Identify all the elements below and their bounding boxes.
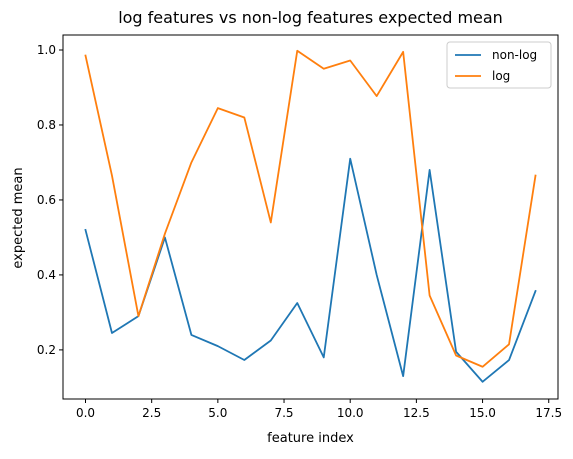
x-tick-label: 7.5 bbox=[274, 406, 293, 420]
x-tick-label: 12.5 bbox=[403, 406, 430, 420]
x-tick-label: 15.0 bbox=[469, 406, 496, 420]
y-tick-label: 0.8 bbox=[37, 118, 56, 132]
legend-label-log: log bbox=[492, 69, 510, 83]
series-line-log bbox=[84, 49, 537, 368]
plot-frame bbox=[62, 34, 559, 400]
x-axis-label: feature index bbox=[267, 431, 354, 446]
x-tick-label: 10.0 bbox=[337, 406, 364, 420]
x-tick-label: 0.0 bbox=[76, 406, 95, 420]
chart-title: log features vs non-log features expecte… bbox=[118, 8, 503, 27]
x-tick-label: 2.5 bbox=[142, 406, 161, 420]
y-tick-label: 0.6 bbox=[37, 193, 56, 207]
y-axis-label: expected mean bbox=[11, 167, 26, 268]
legend-label-non-log: non-log bbox=[492, 48, 537, 62]
y-tick-label: 0.4 bbox=[37, 268, 56, 282]
y-tick-label: 1.0 bbox=[37, 43, 56, 57]
x-tick-label: 5.0 bbox=[208, 406, 227, 420]
plot-layer: 0.0 2.5 5.0 7.5 10.0 12.5 15.0 17.5 0.2 0.4 0.6 0.8… bbox=[37, 34, 562, 420]
x-tick-label: 17.5 bbox=[535, 406, 562, 420]
y-tick-label: 0.2 bbox=[37, 343, 56, 357]
